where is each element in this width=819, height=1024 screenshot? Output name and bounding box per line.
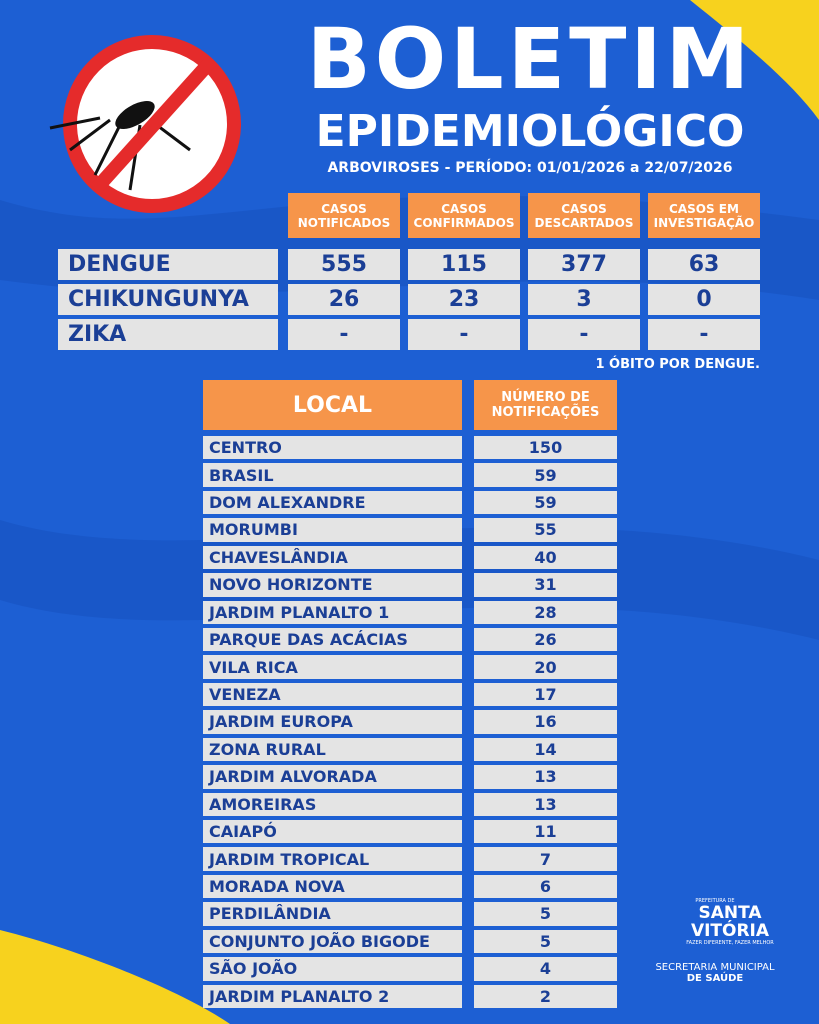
logo: PREFEITURA DE SANTA VITÓRIA FAZER DIFERE… xyxy=(640,898,790,988)
local-name: BRASIL xyxy=(203,463,462,487)
cell-value: - xyxy=(288,319,400,350)
local-count: 20 xyxy=(474,655,617,679)
row-name: DENGUE xyxy=(58,249,278,280)
column-header: NÚMERO DE NOTIFICAÇÕES xyxy=(474,380,617,430)
local-count: 40 xyxy=(474,545,617,570)
local-name: CAIAPÓ xyxy=(203,820,462,844)
local-count: 4 xyxy=(474,957,617,981)
department: SECRETARIA MUNICIPAL xyxy=(655,962,775,973)
cell-value: 0 xyxy=(648,284,760,315)
local-count: 55 xyxy=(474,518,617,542)
local-name: CONJUNTO JOÃO BIGODE xyxy=(203,929,462,954)
local-name: CHAVESLÂNDIA xyxy=(203,545,462,570)
note: 1 ÓBITO POR DENGUE. xyxy=(595,357,760,372)
local-name: JARDIM PLANALTO 1 xyxy=(203,600,462,624)
column-header: CASOS DESCARTADOS xyxy=(528,193,640,238)
local-name: DOM ALEXANDRE xyxy=(203,490,462,515)
row-name: CHIKUNGUNYA xyxy=(58,284,278,315)
local-name: VILA RICA xyxy=(203,655,462,679)
local-name: CENTRO xyxy=(203,436,462,460)
local-count: 150 xyxy=(474,436,617,460)
column-header: CASOS EM INVESTIGAÇÃO xyxy=(648,193,760,238)
local-count: 31 xyxy=(474,573,617,597)
local-name: SÃO JOÃO xyxy=(203,957,462,981)
cell-value: 63 xyxy=(648,249,760,280)
local-count: 14 xyxy=(474,737,617,762)
slogan: FAZER DIFERENTE, FAZER MELHOR xyxy=(686,940,774,946)
column-header: LOCAL xyxy=(203,380,462,430)
local-count: 5 xyxy=(474,929,617,954)
local-count: 11 xyxy=(474,820,617,844)
cell-value: 555 xyxy=(288,249,400,280)
department: DE SAÚDE xyxy=(686,973,744,984)
local-name: JARDIM EUROPA xyxy=(203,710,462,734)
city: SANTA VITÓRIA xyxy=(690,903,770,941)
local-count: 17 xyxy=(474,682,617,707)
column-header: CASOS NOTIFICADOS xyxy=(288,193,400,238)
cell-value: 26 xyxy=(288,284,400,315)
local-count: 7 xyxy=(474,847,617,871)
local-name: MORADA NOVA xyxy=(203,874,462,899)
local-name: JARDIM PLANALTO 2 xyxy=(203,984,462,1008)
cell-value: 3 xyxy=(528,284,640,315)
period: ARBOVIROSES - PERÍODO: 01/01/2026 a 22/0… xyxy=(327,160,733,176)
cell-value: - xyxy=(528,319,640,350)
local-name: MORUMBI xyxy=(203,518,462,542)
local-name: JARDIM ALVORADA xyxy=(203,765,462,789)
local-name: JARDIM TROPICAL xyxy=(203,847,462,871)
local-count: 59 xyxy=(474,490,617,515)
local-name: VENEZA xyxy=(203,682,462,707)
column-header: CASOS CONFIRMADOS xyxy=(408,193,520,238)
local-name: ZONA RURAL xyxy=(203,737,462,762)
cell-value: - xyxy=(648,319,760,350)
subtitle: EPIDEMIOLÓGICO xyxy=(315,106,745,157)
local-count: 13 xyxy=(474,792,617,816)
local-count: 26 xyxy=(474,628,617,652)
local-count: 28 xyxy=(474,600,617,624)
local-count: 16 xyxy=(474,710,617,734)
local-name: NOVO HORIZONTE xyxy=(203,573,462,597)
cell-value: 23 xyxy=(408,284,520,315)
local-count: 13 xyxy=(474,765,617,789)
cell-value: 115 xyxy=(408,249,520,280)
local-name: PERDILÂNDIA xyxy=(203,902,462,926)
cell-value: 377 xyxy=(528,249,640,280)
local-count: 6 xyxy=(474,874,617,899)
local-name: PARQUE DAS ACÁCIAS xyxy=(203,628,462,652)
row-name: ZIKA xyxy=(58,319,278,350)
local-count: 59 xyxy=(474,463,617,487)
prefeitura: PREFEITURA DE xyxy=(695,898,735,904)
title: BOLETIM xyxy=(306,10,754,108)
local-count: 5 xyxy=(474,902,617,926)
local-name: AMOREIRAS xyxy=(203,792,462,816)
cell-value: - xyxy=(408,319,520,350)
local-count: 2 xyxy=(474,984,617,1008)
